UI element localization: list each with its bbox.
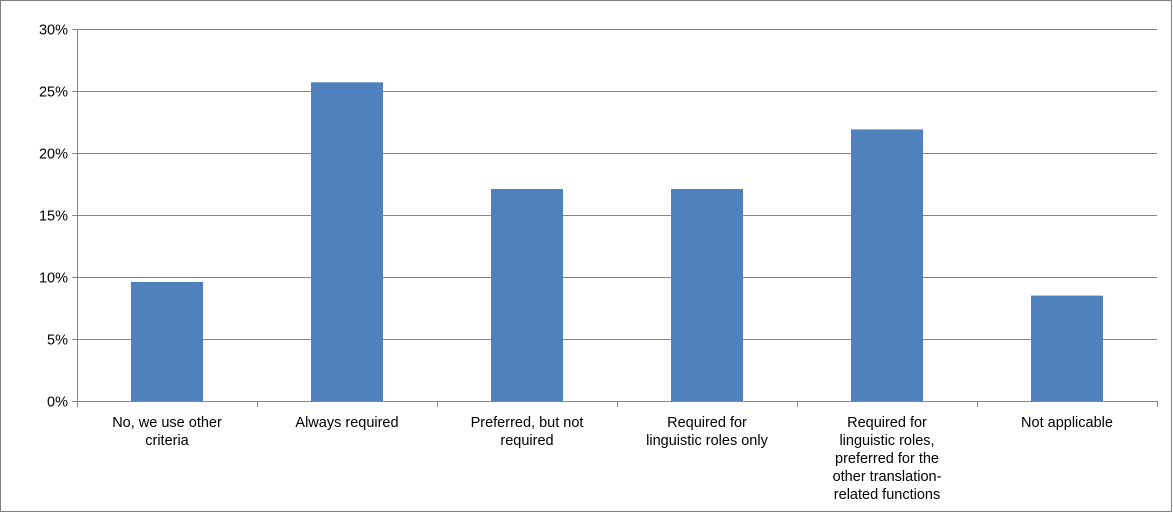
x-category-label: Preferred, but not required [471, 415, 584, 449]
y-tick-label: 25% [39, 85, 68, 101]
bar-3[interactable] [491, 189, 563, 401]
bar-4[interactable] [671, 189, 743, 401]
bar-1[interactable] [131, 282, 203, 401]
x-category-label: Not applicable [1021, 415, 1113, 431]
bar-6[interactable] [1031, 295, 1103, 401]
bar-5[interactable] [851, 129, 923, 401]
y-tick-label: 30% [39, 23, 68, 39]
y-tick-label: 20% [39, 147, 68, 163]
y-tick-label: 0% [47, 395, 68, 411]
x-category-label: No, we use other criteria [112, 415, 222, 449]
y-tick-label: 15% [39, 209, 68, 225]
x-category-label: Required for linguistic roles only [646, 415, 768, 449]
x-category-label: Required for linguistic roles, preferred f… [833, 415, 942, 503]
x-category-label: Always required [295, 415, 398, 431]
y-tick-label: 5% [47, 333, 68, 349]
y-tick-label: 10% [39, 271, 68, 287]
bar-2[interactable] [311, 82, 383, 402]
